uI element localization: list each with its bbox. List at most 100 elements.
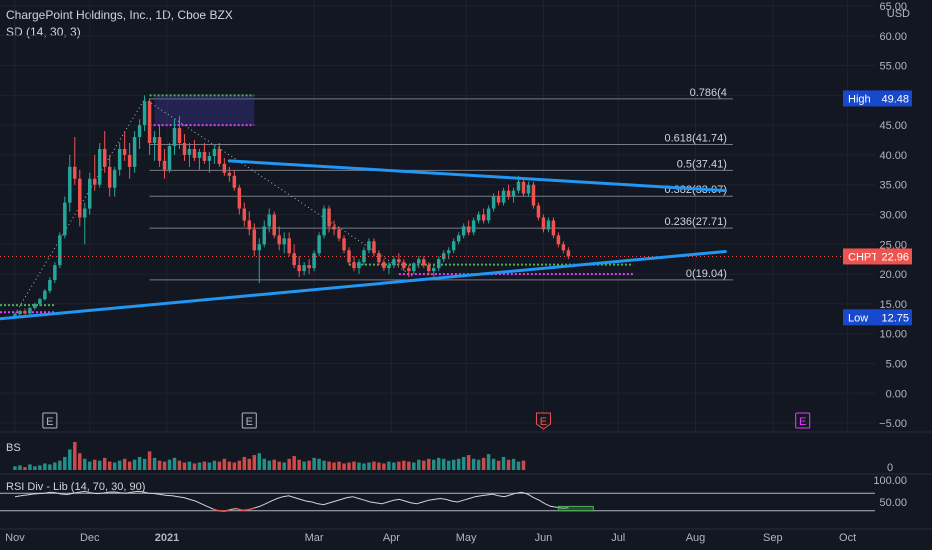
time-tick-label: Dec [80, 532, 100, 544]
chart-title: ChargePoint Holdings, Inc., 1D, Cboe BZX [6, 8, 233, 22]
candle-body [87, 178, 92, 209]
candles [0, 95, 875, 319]
volume-bar [511, 458, 516, 470]
trendline-lower[interactable] [0, 249, 727, 321]
rsi-oversold-segment [212, 508, 220, 512]
price-tick-label: 0.00 [886, 388, 907, 400]
candle-body [332, 226, 336, 230]
current-tag-label: CHPT [848, 251, 878, 263]
candle-body [117, 148, 122, 170]
candle-body [362, 250, 366, 263]
volume-bar [312, 457, 316, 470]
volume-bar [446, 460, 451, 470]
volume-bar [372, 461, 376, 470]
candle-body [446, 250, 451, 254]
time-axis[interactable]: Nov Dec 2021 Mar Apr May Jun Jul Aug Sep Oct [0, 528, 932, 544]
candle-body [402, 262, 406, 269]
high-tag-label: High [848, 93, 871, 105]
candle-body [561, 244, 566, 251]
price-tick-label: 5.00 [886, 358, 907, 370]
volume-bar [486, 454, 491, 470]
candle-body [392, 259, 396, 266]
volume-bar [242, 456, 247, 470]
candle-body [412, 263, 416, 272]
candle-body [377, 253, 381, 263]
volume-bar [292, 456, 296, 470]
supply-zone [154, 95, 255, 126]
volume-bar [317, 458, 321, 470]
candle-body [38, 299, 42, 304]
volume-bar [427, 458, 431, 470]
candle-body [342, 238, 346, 251]
volume-bar [392, 462, 396, 470]
volume-bar [43, 463, 47, 470]
earnings-marker[interactable] [241, 412, 257, 429]
volume-bar [407, 461, 411, 470]
candle-body [262, 226, 266, 245]
volume-bar [107, 461, 112, 470]
candle-body [48, 280, 52, 291]
candle-body [97, 148, 102, 185]
earnings-marker[interactable] [535, 412, 551, 430]
fib-label: 0.236(27.71) [665, 216, 727, 228]
volume-bar [501, 456, 506, 470]
volume-bar [157, 460, 162, 470]
rsi-oversold-segment [224, 508, 231, 512]
candle-body [437, 259, 441, 269]
candle-body [441, 253, 446, 260]
volume-bar [397, 461, 401, 470]
volume-bar [412, 462, 416, 470]
candle-body [83, 208, 87, 218]
candle-body [92, 178, 97, 185]
volume-bar [432, 459, 436, 470]
volume-bar [53, 462, 57, 470]
volume-pane-label: BS [6, 442, 21, 454]
price-axis[interactable]: 65.0060.0055.0050.0045.0040.0035.0030.00… [879, 1, 910, 430]
volume-bar [422, 460, 426, 470]
low-tag-label: Low [848, 312, 868, 324]
candle-body [357, 262, 361, 269]
high-tag-label-box [843, 90, 883, 107]
candle-body [292, 253, 296, 266]
rsi-pane-label: RSI Div - Lib (14, 70, 30, 90) [6, 481, 145, 493]
volume-bar [476, 459, 481, 470]
volume-bar [347, 462, 351, 470]
candle-body [137, 125, 142, 138]
candle-body [312, 253, 316, 269]
earnings-marker-label: E [246, 416, 253, 428]
volume-bar [337, 461, 341, 470]
earnings-marker[interactable] [42, 412, 58, 429]
volume-bar [142, 458, 147, 470]
volume-bar [192, 463, 197, 470]
candle-body [157, 137, 162, 161]
trendlines[interactable] [0, 159, 727, 321]
candle-body [18, 311, 22, 315]
earnings-marker[interactable] [795, 412, 811, 429]
volume-bar [441, 458, 446, 470]
candle-body [162, 160, 167, 170]
volume-bar [352, 461, 356, 470]
volume-bar [367, 462, 371, 470]
low-tag-value-box [876, 309, 912, 326]
volume-bar [102, 457, 107, 470]
volume-bar [307, 460, 311, 470]
candle-body [222, 163, 227, 173]
candle-body [192, 148, 197, 158]
candle-body [546, 220, 551, 230]
volume-bar [297, 459, 301, 470]
volume-bar [18, 465, 22, 470]
volume-bar [167, 459, 172, 470]
volume-bar [38, 465, 42, 470]
volume-bar [137, 456, 142, 470]
candle-body [506, 190, 511, 197]
rsi-pane: RSI Div - Lib (14, 70, 30, 90) 100.00 50.0… [0, 473, 932, 512]
rsi-line [14, 490, 569, 512]
candle-body [172, 128, 177, 146]
trendline-upper[interactable] [227, 159, 727, 193]
volume-pane: BS 0 [0, 431, 932, 474]
current-tag-value-box [876, 248, 912, 265]
volume-bar [481, 457, 486, 470]
volume-bar [227, 461, 232, 470]
